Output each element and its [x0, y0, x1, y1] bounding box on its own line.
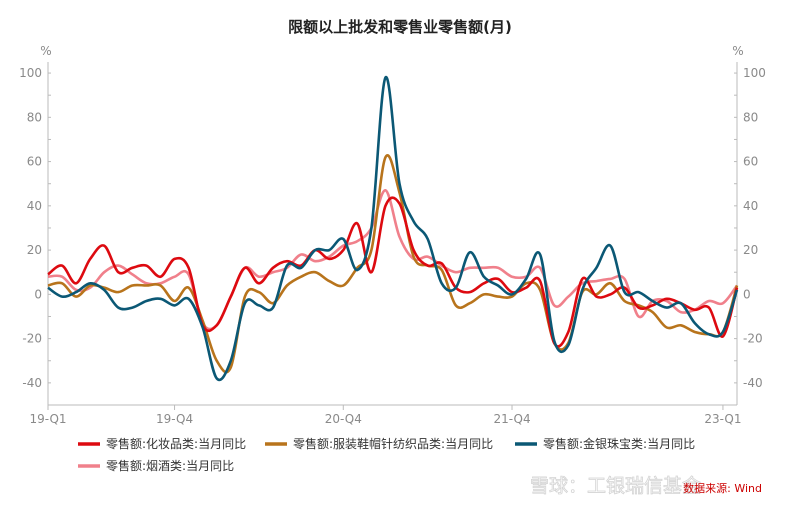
axes: -40 -40 -20 -20 0 0 20 20 40 40 60 60 80 80 100 100 19-Q… [19, 62, 766, 426]
right-axis-unit: % [732, 44, 743, 58]
y-tick-label-right: 100 [743, 66, 766, 80]
y-tick-label-right: 0 [743, 287, 751, 301]
y-tick-label-left: 20 [27, 243, 42, 257]
plot-area [47, 76, 739, 382]
y-tick-label-left: 0 [34, 287, 42, 301]
x-tick-label: 20-Q4 [325, 412, 362, 426]
left-axis-unit: % [40, 44, 51, 58]
y-tick-label-left: 100 [19, 66, 42, 80]
y-tick-label-right: 80 [743, 110, 758, 124]
x-tick-label: 19-Q4 [156, 412, 193, 426]
legend: 零售额:化妆品类:当月同比 零售额:服装鞋帽针纺织品类:当月同比 零售额:金银珠宝类… [78, 436, 695, 473]
data-source: 数据来源: Wind [683, 481, 762, 495]
y-tick-label-left: -40 [22, 376, 42, 390]
y-tick-label-left: 80 [27, 110, 42, 124]
legend-label: 零售额:化妆品类:当月同比 [106, 436, 246, 451]
y-tick-label-left: 60 [27, 155, 42, 169]
x-tick-label: 19-Q1 [29, 412, 66, 426]
x-tick-label: 21-Q4 [493, 412, 530, 426]
chart-title: 限额以上批发和零售业零售额(月) [288, 18, 512, 36]
y-tick-label-right: 20 [743, 243, 758, 257]
legend-label: 零售额:金银珠宝类:当月同比 [543, 436, 695, 451]
series-line-4 [47, 188, 739, 331]
legend-label: 零售额:烟酒类:当月同比 [106, 458, 234, 473]
series-line-3 [47, 76, 739, 382]
watermark: 雪球：工银瑞信基金 [530, 475, 701, 497]
x-tick-label: 23-Q1 [704, 412, 741, 426]
y-tick-label-right: 60 [743, 155, 758, 169]
y-tick-label-right: -40 [743, 376, 763, 390]
y-tick-label-left: 40 [27, 199, 42, 213]
y-tick-label-right: -20 [743, 332, 763, 346]
legend-label: 零售额:服装鞋帽针纺织品类:当月同比 [293, 436, 493, 451]
y-tick-label-right: 40 [743, 199, 758, 213]
series-line-2 [47, 153, 739, 374]
y-tick-label-left: -20 [22, 332, 42, 346]
series-line-1 [47, 196, 739, 348]
